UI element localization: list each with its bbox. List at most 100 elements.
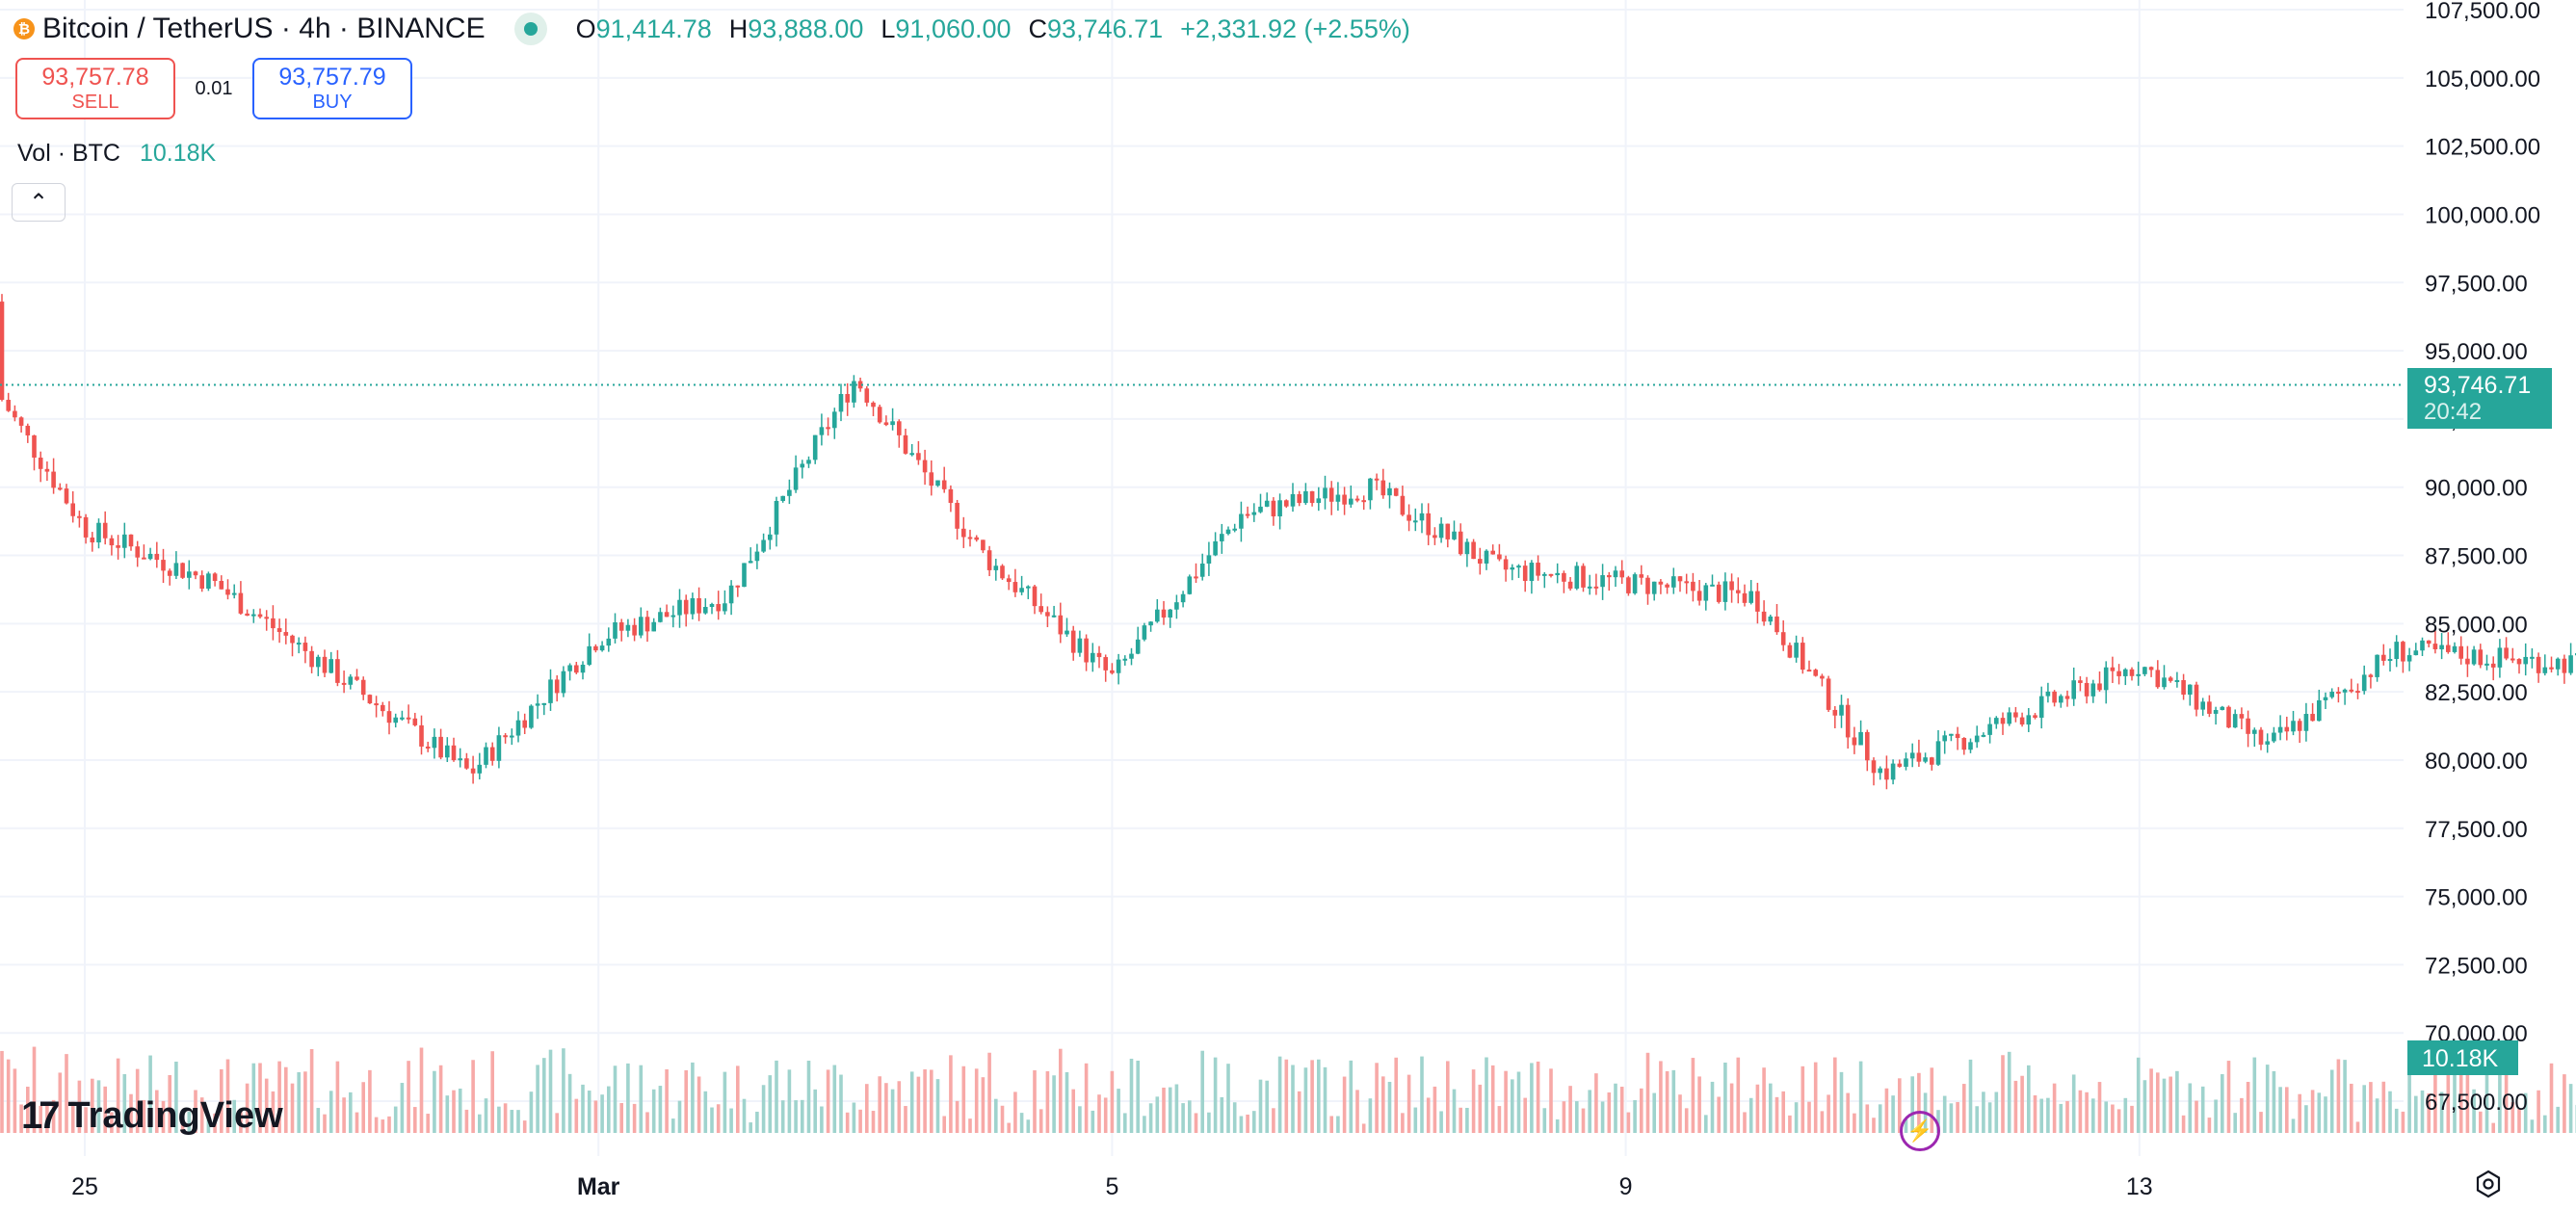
candle-body xyxy=(18,417,24,426)
candle-body xyxy=(2155,670,2161,688)
volume-bar xyxy=(1368,1098,1373,1133)
volume-bar xyxy=(2530,1119,2535,1133)
candle-body xyxy=(826,427,830,430)
candle-body xyxy=(2168,677,2173,681)
volume-bar xyxy=(2298,1093,2301,1133)
candle-body xyxy=(1503,559,1509,570)
candle-body xyxy=(1968,742,1973,750)
candle-body xyxy=(2562,658,2567,673)
volume-bar xyxy=(1394,1057,1398,1133)
ohlc-key: C xyxy=(1028,13,1048,43)
volume-bar xyxy=(2027,1065,2031,1133)
candle-body xyxy=(806,460,811,464)
candle-body xyxy=(922,460,928,473)
candle-body xyxy=(993,566,999,570)
collapse-legend-button[interactable]: ⌃ xyxy=(12,183,66,222)
volume-legend[interactable]: Vol · BTC 10.18K xyxy=(17,140,216,168)
sell-button[interactable]: 93,757.78 SELL xyxy=(15,58,175,119)
candle-body xyxy=(271,618,276,629)
volume-bar xyxy=(355,1112,359,1133)
candle-body xyxy=(1161,609,1167,618)
volume-bar xyxy=(323,1114,327,1133)
candle-body xyxy=(1122,658,1128,661)
volume-bar xyxy=(2104,1101,2108,1133)
volume-bar xyxy=(1975,1106,1979,1133)
volume-bar xyxy=(981,1077,986,1133)
candle-body xyxy=(25,425,31,435)
volume-bar xyxy=(251,1063,256,1133)
candle-body xyxy=(1884,768,1889,780)
candle-body xyxy=(677,599,682,616)
volume-bar xyxy=(1439,1111,1443,1133)
candle-body xyxy=(1845,704,1851,738)
candle-body xyxy=(290,635,295,644)
volume-bar xyxy=(2343,1060,2347,1133)
candle-body xyxy=(1096,652,1102,658)
volume-bar xyxy=(239,1108,243,1133)
volume-bar xyxy=(1188,1100,1192,1133)
candle-body xyxy=(147,553,153,560)
candle-body xyxy=(1019,588,1024,592)
volume-bar xyxy=(2420,1090,2425,1133)
candle-body xyxy=(819,427,825,435)
symbol-title[interactable]: Bitcoin / TetherUS · 4h · BINANCE xyxy=(42,13,486,44)
candle-body xyxy=(1484,550,1489,564)
volume-bar xyxy=(1820,1111,1825,1133)
volume-bar xyxy=(858,1109,862,1133)
volume-bar xyxy=(930,1069,933,1133)
volume-bar xyxy=(1162,1087,1166,1133)
candle-body xyxy=(1949,733,1954,736)
tradingview-logo[interactable]: 17 TradingView xyxy=(21,1094,283,1138)
volume-bar xyxy=(1013,1092,1017,1133)
volume-bar xyxy=(871,1111,876,1133)
candle-body xyxy=(2323,697,2328,700)
candle-body xyxy=(613,622,618,639)
candle-body xyxy=(2406,655,2412,662)
candle-body xyxy=(367,695,373,704)
time-axis[interactable]: 25Mar5913172125Apr5913172125May5 xyxy=(71,1173,2576,1200)
volume-bar xyxy=(213,1113,217,1133)
candle-body xyxy=(1510,567,1515,570)
candle-body xyxy=(1768,616,1774,622)
candle-body xyxy=(2181,680,2186,696)
volume-bar xyxy=(923,1069,927,1133)
ohlc-values: O91,414.78 H93,888.00 L91,060.00 C93,746.71… xyxy=(576,14,1410,44)
volume-bar xyxy=(2181,1115,2186,1133)
volume-bar xyxy=(865,1084,869,1133)
candle-body xyxy=(1497,554,1502,560)
volume-bar xyxy=(1349,1060,1354,1133)
candle-body xyxy=(2123,669,2128,676)
volume-bar xyxy=(600,1094,604,1133)
candle-body xyxy=(1135,639,1141,654)
candle-body xyxy=(1316,498,1322,504)
buy-button[interactable]: 93,757.79 BUY xyxy=(252,58,412,119)
volume-bar xyxy=(464,1109,469,1133)
volume-bar xyxy=(1452,1089,1457,1133)
ohlc-item: L91,060.00 xyxy=(881,14,1011,44)
candle-body xyxy=(2026,715,2032,725)
volume-bar xyxy=(723,1071,727,1133)
volume-bar xyxy=(1329,1116,1333,1133)
gear-icon[interactable] xyxy=(2474,1170,2503,1198)
volume-bar xyxy=(632,1103,637,1133)
lightning-icon[interactable]: ⚡ xyxy=(1900,1111,1940,1151)
price-tick-label: 82,500.00 xyxy=(2425,680,2528,706)
price-axis[interactable]: 107,500.00 105,000.00 102,500.00 100,000.00… xyxy=(2425,0,2540,1116)
candle-body xyxy=(1542,573,1547,576)
volume-bar xyxy=(381,1119,385,1133)
candle-body xyxy=(618,622,624,631)
candle-body xyxy=(728,585,734,604)
volume-bar xyxy=(1336,1116,1340,1133)
candle-body xyxy=(296,643,302,645)
candle-body xyxy=(1277,500,1282,516)
candle-body xyxy=(986,550,992,570)
volume-bar xyxy=(593,1100,598,1133)
candle-body xyxy=(2329,692,2334,697)
volume-bar xyxy=(1723,1062,1727,1133)
volume-bar xyxy=(2324,1096,2327,1133)
market-status-icon[interactable] xyxy=(513,13,547,45)
candle-body xyxy=(2007,712,2011,724)
volume-bar xyxy=(2214,1099,2218,1133)
volume-bar xyxy=(1807,1101,1811,1133)
